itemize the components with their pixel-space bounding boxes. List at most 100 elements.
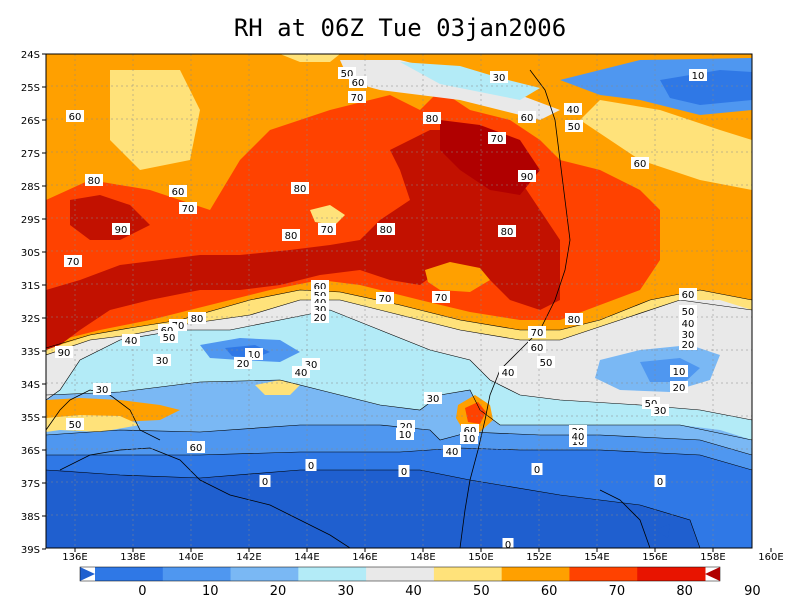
lon-label: 144E — [294, 552, 319, 563]
contour-label-bg — [679, 305, 697, 317]
contour-label-bg — [259, 475, 271, 487]
contour-label-bg — [670, 365, 688, 377]
colorbar-label: 40 — [405, 584, 422, 599]
lon-label: 152E — [526, 552, 551, 563]
contour-label-bg — [349, 76, 367, 88]
contour-label-bg — [569, 430, 587, 442]
lat-label: 32S — [21, 314, 40, 325]
contour-label-bg — [187, 441, 205, 453]
lon-label: 154E — [584, 552, 609, 563]
contour-label-bg — [679, 317, 697, 329]
contour-label-bg — [93, 383, 111, 395]
contour-label: 30 — [427, 394, 440, 405]
filled-contours — [46, 54, 752, 548]
contour-label: 70 — [379, 294, 392, 305]
contour-label-bg — [689, 69, 707, 81]
contour-label-bg — [631, 157, 649, 169]
colorbar-box — [569, 567, 638, 581]
lon-label: 150E — [468, 552, 493, 563]
contour-label-bg — [490, 71, 508, 83]
colorbar-label: 50 — [473, 584, 490, 599]
contour-label-bg — [502, 538, 514, 550]
colorbar-label: 80 — [676, 584, 693, 599]
colorbar-box — [433, 567, 503, 581]
blob-50-south — [255, 380, 300, 395]
contour-label-bg — [443, 445, 461, 457]
contour-label: 0 — [262, 477, 268, 488]
contour-label-bg — [282, 229, 300, 241]
contour-label-bg — [292, 366, 310, 378]
contour-label: 60 — [172, 187, 185, 198]
contour-label: 90 — [521, 172, 534, 183]
contour-label-bg — [518, 170, 536, 182]
contour-label-bg — [311, 311, 329, 323]
contour-label-bg — [169, 185, 187, 197]
lat-label: 34S — [21, 380, 40, 391]
contour-label-bg — [531, 463, 543, 475]
blob-150e-inner — [465, 402, 486, 424]
contour-label-bg — [377, 223, 395, 235]
colorbar-box — [95, 567, 164, 581]
contour-label-bg — [85, 174, 103, 186]
blob-70-a — [310, 205, 345, 225]
lat-label: 24S — [21, 50, 40, 61]
contour-label-bg — [55, 346, 73, 358]
contour-label: 10 — [673, 367, 686, 378]
lon-label: 156E — [642, 552, 667, 563]
colorbar-label: 60 — [541, 584, 558, 599]
contour-label-bg — [528, 341, 546, 353]
lon-label: 158E — [700, 552, 725, 563]
contour-label: 60 — [314, 282, 327, 293]
colorbar-box — [298, 567, 367, 581]
contour-label: 30 — [305, 360, 318, 371]
contour-label: 10 — [692, 71, 705, 82]
contour-label: 60 — [634, 159, 647, 170]
contour-label-bg — [679, 288, 697, 300]
colorbar-label: 70 — [609, 584, 626, 599]
contour-label: 50 — [540, 358, 553, 369]
colorbar-label: 30 — [338, 584, 355, 599]
contour-label: 60 — [190, 443, 203, 454]
contour-label-bg — [499, 366, 517, 378]
contour-label-bg — [305, 459, 317, 471]
lat-label: 35S — [21, 413, 40, 424]
contour-label-bg — [153, 354, 171, 366]
contour-label: 20 — [237, 359, 250, 370]
lat-label: 36S — [21, 446, 40, 457]
lat-label: 38S — [21, 512, 40, 523]
colorbar-right-cap — [705, 567, 720, 581]
n-grey — [340, 60, 560, 120]
colorbar-label: 10 — [202, 584, 219, 599]
lat-label: 25S — [21, 83, 40, 94]
contour-label: 30 — [156, 356, 169, 367]
contour-label-bg — [679, 328, 697, 340]
contour-label-bg — [432, 291, 450, 303]
contour-label: 30 — [314, 305, 327, 316]
contour-label: 60 — [352, 78, 365, 89]
colorbar-label: 0 — [138, 584, 146, 599]
contour-label-bg — [654, 475, 666, 487]
lon-label: 142E — [236, 552, 261, 563]
contour-label: 10 — [572, 437, 585, 448]
contour-label: 60 — [69, 112, 82, 123]
colorbar-label: 20 — [270, 584, 287, 599]
contour-label: 0 — [401, 467, 407, 478]
lon-label: 138E — [120, 552, 145, 563]
contour-label-bg — [376, 292, 394, 304]
contour-label-bg — [234, 357, 252, 369]
lat-label: 30S — [21, 248, 40, 259]
lon-label: 140E — [178, 552, 203, 563]
contour-label: 50 — [69, 420, 82, 431]
colorbar-box — [637, 567, 706, 581]
colorbar-box — [162, 567, 232, 581]
lat-label: 39S — [21, 545, 40, 556]
contour-label-bg — [112, 223, 130, 235]
contour-label: 60 — [682, 290, 695, 301]
lat-label: 31S — [21, 281, 40, 292]
contour-label: 10 — [463, 434, 476, 445]
contour-label: 50 — [568, 122, 581, 133]
contour-label-bg — [188, 312, 206, 324]
contour-label-bg — [460, 432, 478, 444]
contour-label: 70 — [435, 293, 448, 304]
